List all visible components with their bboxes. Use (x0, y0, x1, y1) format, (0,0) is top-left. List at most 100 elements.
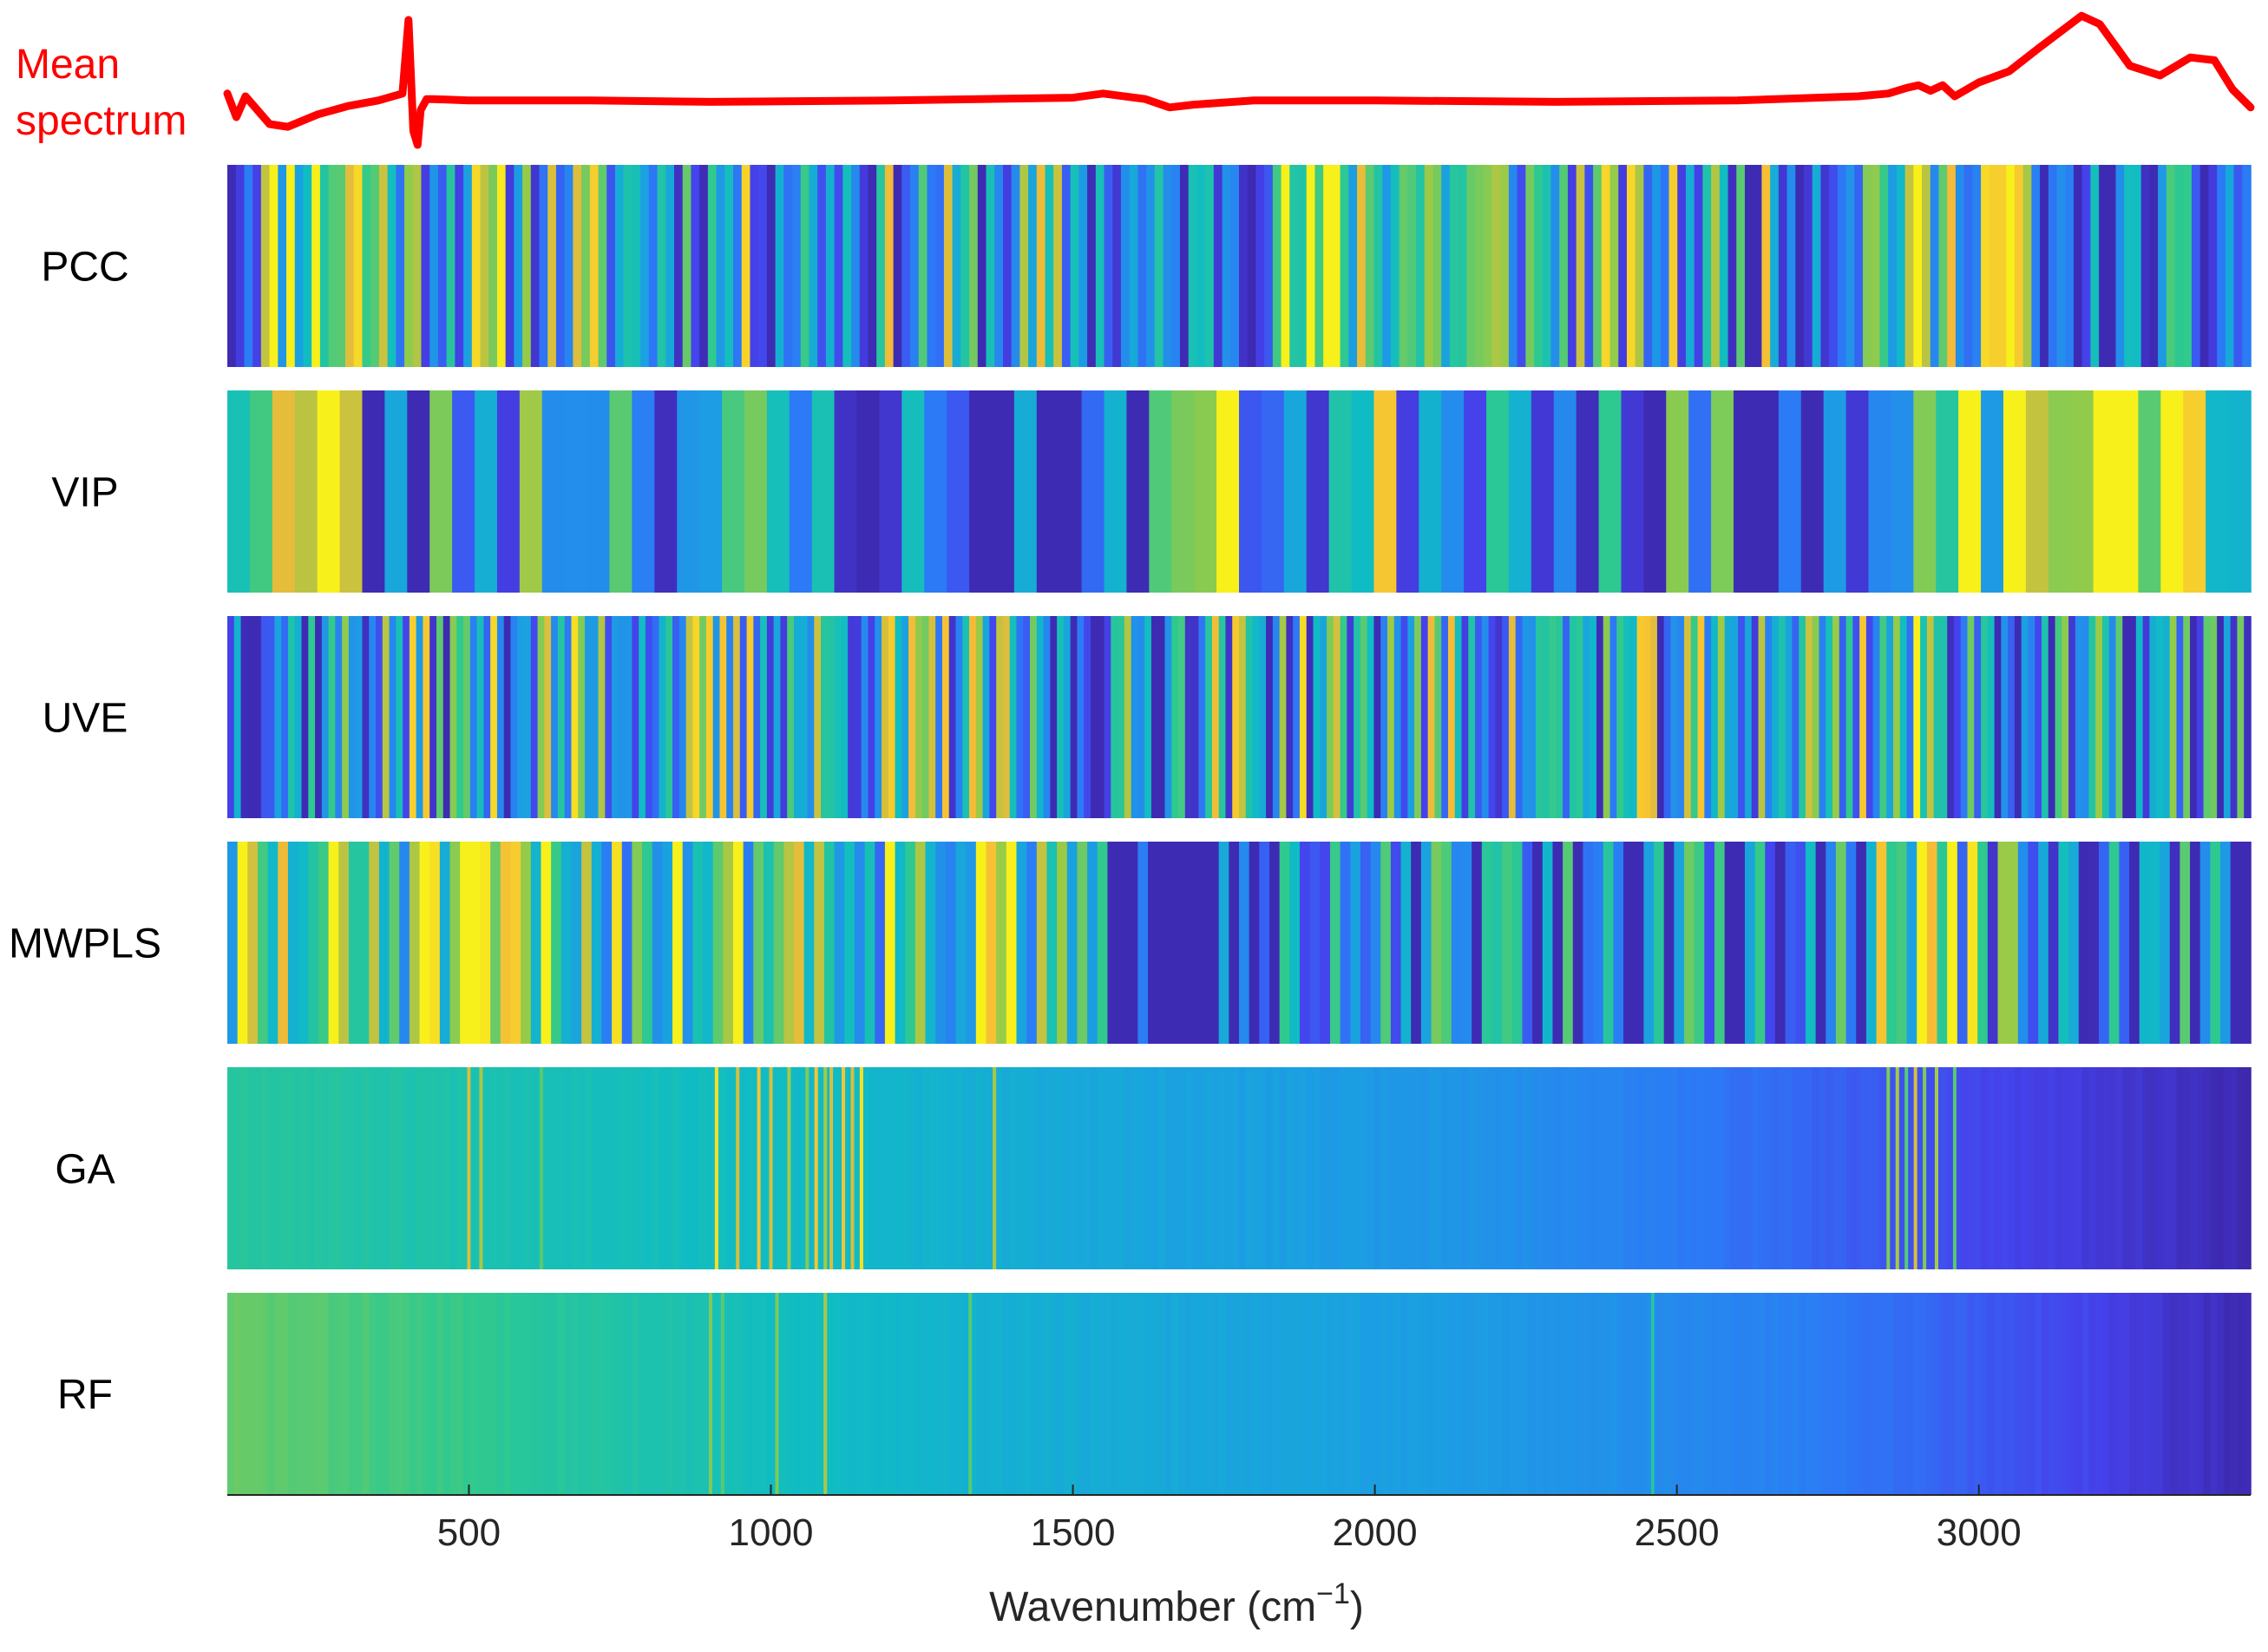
heatmap-cell (1532, 842, 1544, 1044)
heatmap-cell (1129, 165, 1139, 367)
heatmap-cell (1286, 1067, 1294, 1269)
heatmap-cell (2075, 616, 2083, 818)
selected-variable-line (814, 1067, 818, 1269)
heatmap-cell (753, 842, 764, 1044)
heatmap-cell (416, 1293, 424, 1495)
heatmap-cell (1805, 842, 1817, 1044)
heatmap-cell (1714, 842, 1726, 1044)
heatmap-cell (807, 616, 816, 818)
heatmap-cell (1157, 616, 1166, 818)
heatmap-cell (665, 165, 675, 367)
heatmap-cell (2210, 1067, 2218, 1269)
heatmap-cell (1424, 165, 1434, 367)
selected-variable-line (1886, 1067, 1891, 1269)
heatmap-cell (1819, 1293, 1827, 1495)
heatmap-cell (1491, 165, 1502, 367)
heatmap-cell (895, 616, 903, 818)
heatmap-cell (2088, 842, 2100, 1044)
heatmap-cell (287, 1067, 296, 1269)
heatmap-cell (1400, 1067, 1409, 1269)
heatmap-cell (260, 616, 269, 818)
heatmap-cell (1104, 616, 1112, 818)
heatmap-cell (1097, 1293, 1105, 1495)
heatmap-cell (348, 1067, 357, 1269)
heatmap-cell (817, 165, 827, 367)
heatmap-cell (429, 616, 437, 818)
heatmap-cell (834, 390, 858, 593)
heatmap-cell (724, 165, 734, 367)
heatmap-cell (1137, 1067, 1145, 1269)
heatmap-cell (969, 390, 993, 593)
heatmap-cell (2203, 1067, 2212, 1269)
heatmap-cell (503, 1067, 512, 1269)
heatmap-cell (328, 165, 338, 367)
heatmap-cell (1090, 1293, 1098, 1495)
heatmap-cell (1164, 1067, 1173, 1269)
heatmap-cell (2048, 842, 2060, 1044)
heatmap-cell (519, 390, 543, 593)
heatmap-cell (1590, 1067, 1597, 1269)
heatmap-cell (726, 1067, 734, 1269)
heatmap-cell (2115, 1067, 2124, 1269)
selected-variable-line (993, 1067, 997, 1269)
heatmap-cell (982, 616, 991, 818)
heatmap-cell (662, 842, 673, 1044)
heatmap-cell (1137, 165, 1147, 367)
heatmap-cell (2149, 1067, 2157, 1269)
heatmap-cell (1785, 842, 1797, 1044)
heatmap-cell (2217, 165, 2226, 367)
heatmap-cell (773, 616, 782, 818)
heatmap-cell (382, 616, 390, 818)
selected-variable-line (540, 1067, 543, 1269)
heatmap-cell (712, 1293, 721, 1495)
heatmap-cell (1947, 1067, 1955, 1269)
heatmap-cell (355, 1067, 364, 1269)
heatmap-cell (1495, 616, 1503, 818)
heatmap-cell (2038, 842, 2049, 1044)
heatmap-cell (321, 616, 330, 818)
heatmap-cell (598, 165, 608, 367)
heatmap-cell (1785, 616, 1793, 818)
heatmap-cell (1751, 616, 1760, 818)
heatmap-cell (1137, 1293, 1145, 1495)
heatmap-cell (2217, 616, 2225, 818)
heatmap-cell (726, 616, 734, 818)
heatmap-cell (1488, 1293, 1497, 1495)
heatmap-cell (517, 1293, 525, 1495)
heatmap-cell (952, 165, 962, 367)
heatmap-cell (1590, 1293, 1597, 1495)
heatmap-cell (969, 616, 977, 818)
heatmap-cell (868, 165, 877, 367)
heatmap-cell (1590, 616, 1597, 818)
heatmap-cell (1373, 165, 1383, 367)
heatmap-cell (247, 842, 259, 1044)
heatmap-cell (403, 616, 410, 818)
heatmap-cell (1407, 616, 1415, 818)
heatmap-cell (1475, 1293, 1483, 1495)
heatmap-cell (901, 390, 926, 593)
heatmap-cell (2199, 165, 2210, 367)
heatmap-cell (496, 1293, 505, 1495)
heatmap-cell (1327, 1293, 1334, 1495)
heatmap-cell (1104, 390, 1128, 593)
heatmap-cell (1977, 842, 1989, 1044)
heatmap-cell (1534, 165, 1544, 367)
x-tick-label: 2500 (1635, 1511, 1720, 1554)
heatmap-cell (2156, 616, 2164, 818)
heatmap-cell (2022, 165, 2033, 367)
heatmap-cell (760, 1067, 768, 1269)
heatmap-cell (1522, 616, 1531, 818)
heatmap-cell (321, 1293, 330, 1495)
heatmap-cell (1198, 842, 1209, 1044)
heatmap-cell (1654, 842, 1665, 1044)
heatmap-cell (1043, 616, 1052, 818)
heatmap-cell (1674, 842, 1685, 1044)
heatmap-cell (2048, 1067, 2056, 1269)
heatmap-cell (551, 616, 559, 818)
heatmap-cell (1576, 390, 1600, 593)
selected-variable-line (829, 1067, 834, 1269)
heatmap-cell (1171, 1293, 1179, 1495)
heatmap-cell (750, 165, 759, 367)
heatmap-cell (921, 1067, 930, 1269)
heatmap-cell (2142, 616, 2151, 818)
